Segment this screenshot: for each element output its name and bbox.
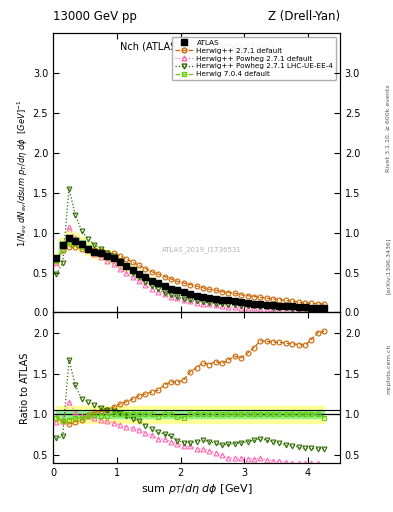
Y-axis label: $1/N_{ev}\ dN_{ev}/dsum\ p_T/d\eta\ d\phi\ \ [GeV]^{-1}$: $1/N_{ev}\ dN_{ev}/dsum\ p_T/d\eta\ d\ph… xyxy=(15,99,30,247)
Y-axis label: Ratio to ATLAS: Ratio to ATLAS xyxy=(20,352,30,423)
Text: ATLAS_2019_I1736531: ATLAS_2019_I1736531 xyxy=(162,246,242,253)
Text: 13000 GeV pp: 13000 GeV pp xyxy=(53,10,137,23)
Text: Z (Drell-Yan): Z (Drell-Yan) xyxy=(268,10,340,23)
Legend: ATLAS, Herwig++ 2.7.1 default, Herwig++ Powheg 2.7.1 default, Herwig++ Powheg 2.: ATLAS, Herwig++ 2.7.1 default, Herwig++ … xyxy=(172,37,336,80)
Text: Nch (ATLAS UE in Z production): Nch (ATLAS UE in Z production) xyxy=(119,41,274,52)
Text: [arXiv:1306.3436]: [arXiv:1306.3436] xyxy=(386,238,391,294)
X-axis label: sum $p_T/d\eta\ d\phi\ [\mathrm{GeV}]$: sum $p_T/d\eta\ d\phi\ [\mathrm{GeV}]$ xyxy=(141,482,252,497)
Text: Rivet 3.1.10, ≥ 600k events: Rivet 3.1.10, ≥ 600k events xyxy=(386,84,391,172)
Text: mcplots.cern.ch: mcplots.cern.ch xyxy=(386,344,391,394)
